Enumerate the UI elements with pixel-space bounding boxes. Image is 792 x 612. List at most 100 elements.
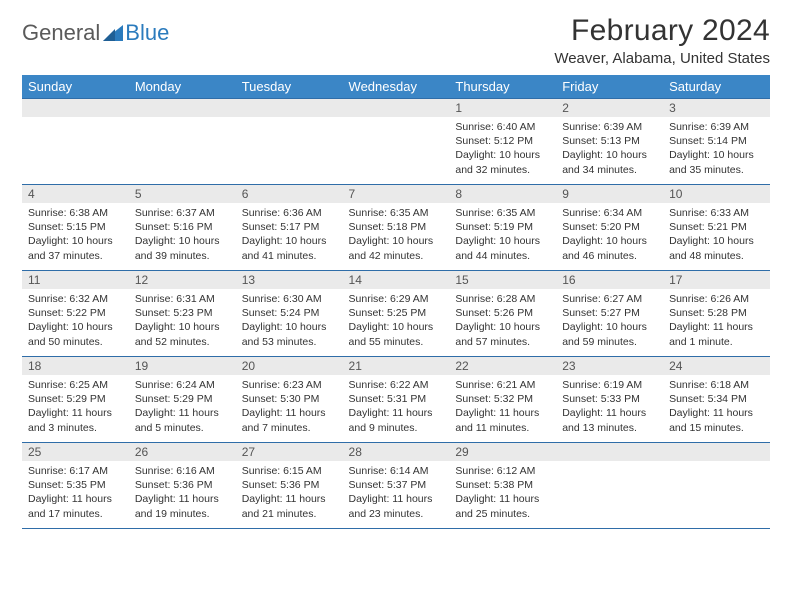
calendar-cell: 10Sunrise: 6:33 AMSunset: 5:21 PMDayligh… <box>663 185 770 271</box>
day-number <box>22 99 129 117</box>
header-thursday: Thursday <box>449 75 556 99</box>
daylight-text: Daylight: 10 hours and 48 minutes. <box>669 234 764 262</box>
calendar-cell: 2Sunrise: 6:39 AMSunset: 5:13 PMDaylight… <box>556 99 663 185</box>
day-number: 5 <box>129 185 236 203</box>
calendar-week: 4Sunrise: 6:38 AMSunset: 5:15 PMDaylight… <box>22 185 770 271</box>
sunset-text: Sunset: 5:18 PM <box>349 220 444 234</box>
day-number <box>343 99 450 117</box>
sunset-text: Sunset: 5:19 PM <box>455 220 550 234</box>
day-number: 7 <box>343 185 450 203</box>
sunset-text: Sunset: 5:27 PM <box>562 306 657 320</box>
sunrise-text: Sunrise: 6:28 AM <box>455 292 550 306</box>
day-number: 14 <box>343 271 450 289</box>
calendar-cell: 4Sunrise: 6:38 AMSunset: 5:15 PMDaylight… <box>22 185 129 271</box>
day-number: 27 <box>236 443 343 461</box>
day-detail: Sunrise: 6:38 AMSunset: 5:15 PMDaylight:… <box>22 203 129 268</box>
sunrise-text: Sunrise: 6:31 AM <box>135 292 230 306</box>
day-detail: Sunrise: 6:37 AMSunset: 5:16 PMDaylight:… <box>129 203 236 268</box>
day-detail: Sunrise: 6:39 AMSunset: 5:14 PMDaylight:… <box>663 117 770 182</box>
header-sunday: Sunday <box>22 75 129 99</box>
daylight-text: Daylight: 10 hours and 41 minutes. <box>242 234 337 262</box>
sunrise-text: Sunrise: 6:33 AM <box>669 206 764 220</box>
day-detail: Sunrise: 6:35 AMSunset: 5:19 PMDaylight:… <box>449 203 556 268</box>
daylight-text: Daylight: 10 hours and 35 minutes. <box>669 148 764 176</box>
calendar-week: 25Sunrise: 6:17 AMSunset: 5:35 PMDayligh… <box>22 443 770 529</box>
day-number: 19 <box>129 357 236 375</box>
page-header: General Blue February 2024 Weaver, Alaba… <box>22 14 770 67</box>
daylight-text: Daylight: 11 hours and 25 minutes. <box>455 492 550 520</box>
header-monday: Monday <box>129 75 236 99</box>
calendar-cell <box>129 99 236 185</box>
sunrise-text: Sunrise: 6:35 AM <box>455 206 550 220</box>
day-detail: Sunrise: 6:32 AMSunset: 5:22 PMDaylight:… <box>22 289 129 354</box>
sunrise-text: Sunrise: 6:37 AM <box>135 206 230 220</box>
sunrise-text: Sunrise: 6:22 AM <box>349 378 444 392</box>
sunset-text: Sunset: 5:28 PM <box>669 306 764 320</box>
calendar-cell: 6Sunrise: 6:36 AMSunset: 5:17 PMDaylight… <box>236 185 343 271</box>
day-number: 29 <box>449 443 556 461</box>
calendar-cell <box>236 99 343 185</box>
sunset-text: Sunset: 5:35 PM <box>28 478 123 492</box>
calendar-cell <box>663 443 770 529</box>
sunrise-text: Sunrise: 6:16 AM <box>135 464 230 478</box>
sunset-text: Sunset: 5:26 PM <box>455 306 550 320</box>
sunset-text: Sunset: 5:12 PM <box>455 134 550 148</box>
sunrise-text: Sunrise: 6:36 AM <box>242 206 337 220</box>
calendar-cell: 20Sunrise: 6:23 AMSunset: 5:30 PMDayligh… <box>236 357 343 443</box>
day-detail: Sunrise: 6:35 AMSunset: 5:18 PMDaylight:… <box>343 203 450 268</box>
daylight-text: Daylight: 10 hours and 37 minutes. <box>28 234 123 262</box>
day-number: 11 <box>22 271 129 289</box>
sunset-text: Sunset: 5:20 PM <box>562 220 657 234</box>
calendar-cell: 29Sunrise: 6:12 AMSunset: 5:38 PMDayligh… <box>449 443 556 529</box>
day-detail: Sunrise: 6:29 AMSunset: 5:25 PMDaylight:… <box>343 289 450 354</box>
logo-sail-icon <box>103 20 125 46</box>
day-number <box>556 443 663 461</box>
sunrise-text: Sunrise: 6:12 AM <box>455 464 550 478</box>
header-saturday: Saturday <box>663 75 770 99</box>
daylight-text: Daylight: 11 hours and 11 minutes. <box>455 406 550 434</box>
day-detail: Sunrise: 6:33 AMSunset: 5:21 PMDaylight:… <box>663 203 770 268</box>
daylight-text: Daylight: 10 hours and 52 minutes. <box>135 320 230 348</box>
daylight-text: Daylight: 10 hours and 39 minutes. <box>135 234 230 262</box>
header-wednesday: Wednesday <box>343 75 450 99</box>
sunrise-text: Sunrise: 6:40 AM <box>455 120 550 134</box>
daylight-text: Daylight: 11 hours and 7 minutes. <box>242 406 337 434</box>
calendar-cell: 3Sunrise: 6:39 AMSunset: 5:14 PMDaylight… <box>663 99 770 185</box>
sunrise-text: Sunrise: 6:32 AM <box>28 292 123 306</box>
weekday-header-row: Sunday Monday Tuesday Wednesday Thursday… <box>22 75 770 99</box>
day-number: 24 <box>663 357 770 375</box>
daylight-text: Daylight: 10 hours and 59 minutes. <box>562 320 657 348</box>
day-number: 8 <box>449 185 556 203</box>
daylight-text: Daylight: 10 hours and 44 minutes. <box>455 234 550 262</box>
sunset-text: Sunset: 5:15 PM <box>28 220 123 234</box>
calendar-cell: 13Sunrise: 6:30 AMSunset: 5:24 PMDayligh… <box>236 271 343 357</box>
calendar-cell: 16Sunrise: 6:27 AMSunset: 5:27 PMDayligh… <box>556 271 663 357</box>
header-friday: Friday <box>556 75 663 99</box>
sunrise-calendar: Sunday Monday Tuesday Wednesday Thursday… <box>22 75 770 529</box>
sunset-text: Sunset: 5:29 PM <box>135 392 230 406</box>
sunrise-text: Sunrise: 6:39 AM <box>669 120 764 134</box>
day-detail: Sunrise: 6:17 AMSunset: 5:35 PMDaylight:… <box>22 461 129 526</box>
sunset-text: Sunset: 5:32 PM <box>455 392 550 406</box>
day-detail: Sunrise: 6:22 AMSunset: 5:31 PMDaylight:… <box>343 375 450 440</box>
brand-logo: General Blue <box>22 14 169 46</box>
location-line: Weaver, Alabama, United States <box>554 50 770 67</box>
day-detail: Sunrise: 6:26 AMSunset: 5:28 PMDaylight:… <box>663 289 770 354</box>
calendar-cell: 21Sunrise: 6:22 AMSunset: 5:31 PMDayligh… <box>343 357 450 443</box>
daylight-text: Daylight: 11 hours and 9 minutes. <box>349 406 444 434</box>
daylight-text: Daylight: 11 hours and 19 minutes. <box>135 492 230 520</box>
sunset-text: Sunset: 5:24 PM <box>242 306 337 320</box>
day-detail: Sunrise: 6:39 AMSunset: 5:13 PMDaylight:… <box>556 117 663 182</box>
daylight-text: Daylight: 10 hours and 53 minutes. <box>242 320 337 348</box>
day-number: 15 <box>449 271 556 289</box>
calendar-cell <box>343 99 450 185</box>
calendar-cell: 14Sunrise: 6:29 AMSunset: 5:25 PMDayligh… <box>343 271 450 357</box>
day-detail: Sunrise: 6:23 AMSunset: 5:30 PMDaylight:… <box>236 375 343 440</box>
day-number: 13 <box>236 271 343 289</box>
day-number: 12 <box>129 271 236 289</box>
day-detail: Sunrise: 6:21 AMSunset: 5:32 PMDaylight:… <box>449 375 556 440</box>
day-detail: Sunrise: 6:12 AMSunset: 5:38 PMDaylight:… <box>449 461 556 526</box>
day-number: 1 <box>449 99 556 117</box>
day-number: 26 <box>129 443 236 461</box>
day-number: 25 <box>22 443 129 461</box>
